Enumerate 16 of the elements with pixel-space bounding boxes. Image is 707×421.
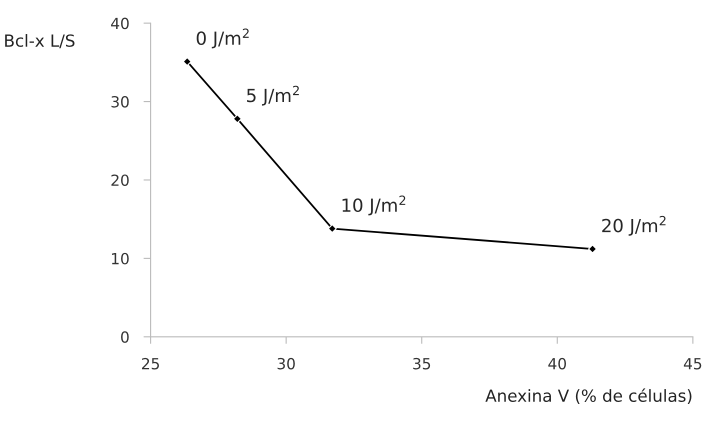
x-tick-label: 45 [684,358,702,370]
y-tick-label: 40 [111,18,129,30]
x-tick-label: 35 [413,358,430,370]
x-axis-title: Anexina V (% de células) [485,388,692,404]
y-tick-label: 30 [111,96,129,108]
y-tick-label: 0 [121,331,129,343]
annotation: 20 J/m$^{2}$ [602,216,666,236]
y-axis-title: Bcl-x L/S [5,34,74,48]
x-tick-label: 40 [548,358,566,370]
y-tick-label: 20 [111,174,129,186]
annotation: 0 J/m$^{2}$ [196,28,249,48]
annotation: 5 J/m$^{2}$ [247,86,299,106]
x-tick-label: 25 [142,358,159,370]
y-tick-label: 10 [112,252,129,264]
x-tick-label: 30 [278,358,295,370]
annotation: 10 J/m$^{2}$ [342,195,406,216]
